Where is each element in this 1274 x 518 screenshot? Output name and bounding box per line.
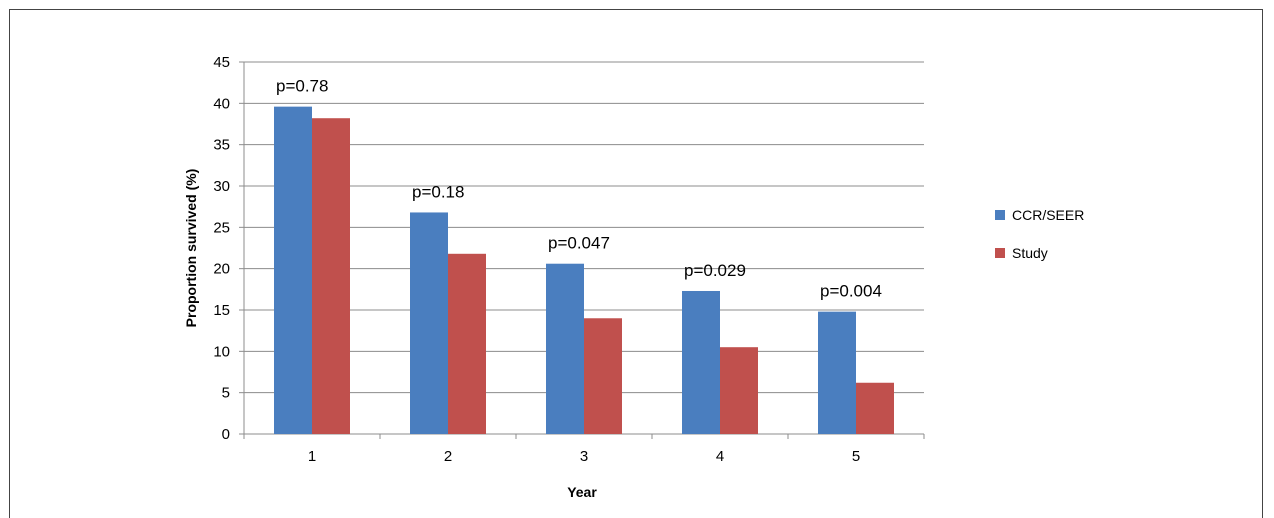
x-tick-4: 4 <box>716 448 724 465</box>
p-value-year-2: p=0.18 <box>412 182 464 201</box>
y-tick-45: 45 <box>213 54 230 71</box>
bar-ccr-seer-year-1 <box>274 106 312 434</box>
y-tick-15: 15 <box>213 302 230 319</box>
x-tick-labels: 1 2 3 4 5 <box>308 448 860 465</box>
bar-study-year-1 <box>312 118 350 435</box>
legend-label-ccr-seer: CCR/SEER <box>1012 207 1084 223</box>
y-tick-25: 25 <box>213 219 230 236</box>
x-axis-label: Year <box>567 484 597 500</box>
bar-ccr-seer-year-2 <box>410 212 448 434</box>
legend-swatch-study <box>995 248 1005 258</box>
bar-study-year-2 <box>448 253 486 434</box>
bar-study-year-3 <box>584 318 622 434</box>
bar-ccr-seer-year-4 <box>682 290 720 434</box>
bar-ccr-seer-year-3 <box>546 263 584 434</box>
x-tick-1: 1 <box>308 448 316 465</box>
bar-ccr-seer-year-5 <box>818 311 856 434</box>
y-tick-5: 5 <box>222 385 230 402</box>
legend: CCR/SEER Study <box>995 207 1084 261</box>
p-value-year-1: p=0.78 <box>276 77 328 96</box>
p-value-annotations: p=0.78 p=0.18 p=0.047 p=0.029 p=0.004 <box>276 77 882 301</box>
bars <box>274 106 894 435</box>
p-value-year-5: p=0.004 <box>820 282 882 301</box>
y-tick-35: 35 <box>213 137 230 154</box>
y-tick-30: 30 <box>213 178 230 195</box>
bar-study-year-4 <box>720 347 758 434</box>
bar-study-year-5 <box>856 382 894 434</box>
p-value-year-4: p=0.029 <box>684 261 746 280</box>
y-tick-40: 40 <box>213 95 230 112</box>
p-value-year-3: p=0.047 <box>548 234 610 253</box>
x-tick-5: 5 <box>852 448 860 465</box>
y-tick-20: 20 <box>213 261 230 278</box>
x-tick-3: 3 <box>580 448 588 465</box>
chart-frame <box>9 9 1263 518</box>
y-axis-label: Proportion survived (%) <box>183 169 199 328</box>
y-tick-labels: 0 5 10 15 20 25 30 35 40 45 <box>213 54 230 443</box>
legend-swatch-ccr-seer <box>995 210 1005 220</box>
y-tick-0: 0 <box>222 426 230 443</box>
x-tick-2: 2 <box>444 448 452 465</box>
legend-label-study: Study <box>1012 245 1048 261</box>
y-tick-10: 10 <box>213 343 230 360</box>
